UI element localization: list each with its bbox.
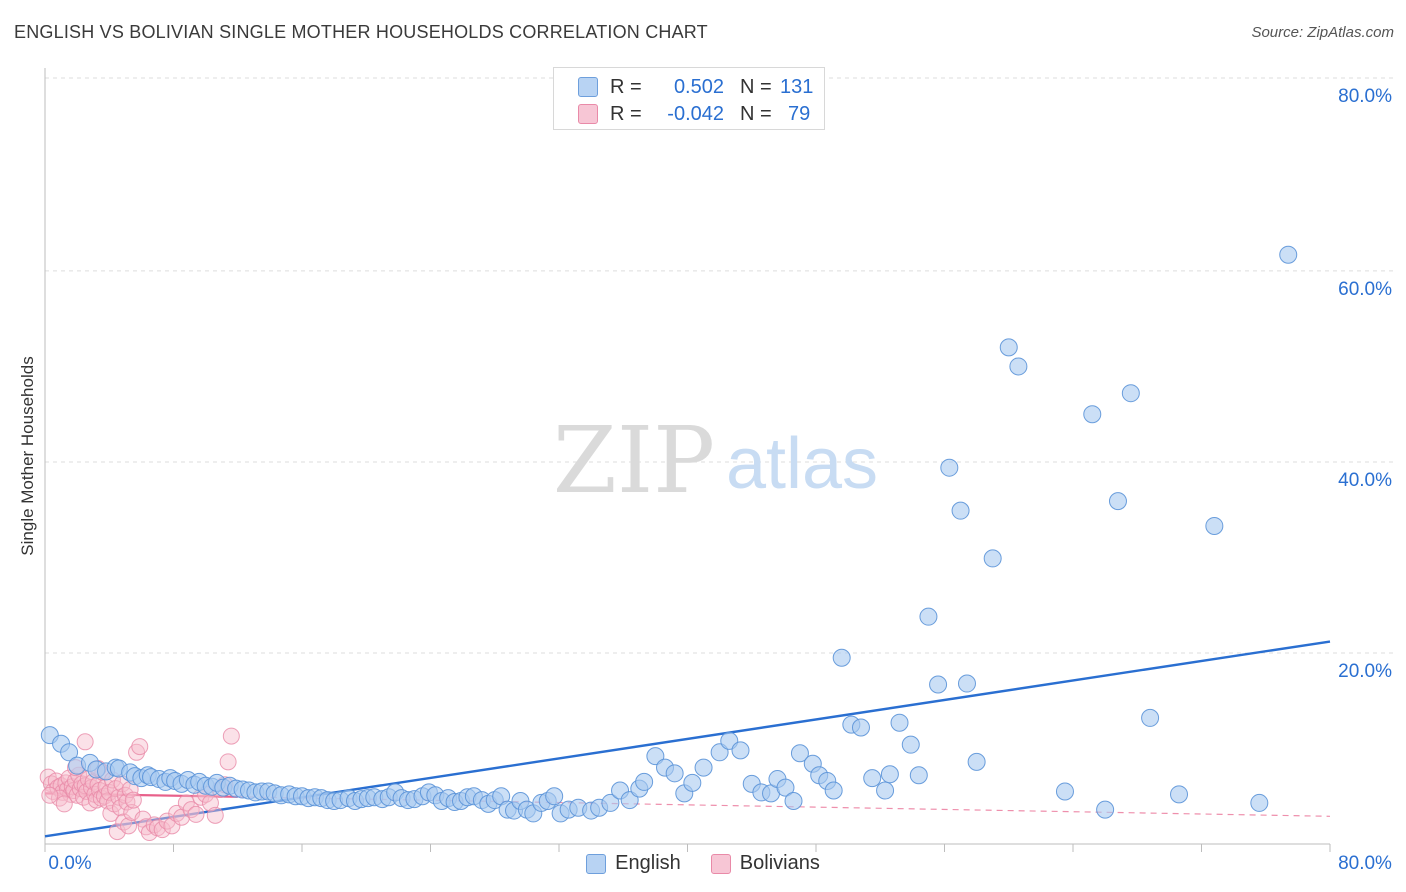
bolivian-point xyxy=(41,786,59,804)
english-point xyxy=(1055,782,1074,801)
english-point xyxy=(694,758,713,777)
english-point xyxy=(776,778,795,797)
english-point xyxy=(601,793,620,812)
bolivian-r-value: -0.042 xyxy=(667,102,724,125)
english-point xyxy=(890,713,909,732)
english-point xyxy=(832,648,851,667)
y-tick-label: 20.0% xyxy=(1338,661,1392,682)
bolivian-point xyxy=(102,804,120,822)
stats-row-bolivians: R = -0.042 N = 79 xyxy=(578,101,810,127)
legend-bolivians-label: Bolivians xyxy=(739,852,820,874)
bolivian-point xyxy=(182,801,200,819)
watermark-atlas: atlas xyxy=(726,424,878,504)
bolivian-point xyxy=(120,817,138,835)
bolivian-point xyxy=(153,821,171,839)
english-point xyxy=(863,769,882,788)
tick-labels: 20.0% 40.0% 60.0% 80.0% 0.0% 80.0% xyxy=(48,86,1392,874)
bolivian-n-label: N = xyxy=(740,102,772,125)
english-point xyxy=(545,787,564,806)
english-r-value: 0.502 xyxy=(673,75,724,98)
source-label[interactable]: Source: ZipAtlas.com xyxy=(1251,24,1394,41)
grid-lines xyxy=(45,77,1395,654)
y-tick-label: 60.0% xyxy=(1338,279,1392,300)
bolivian-points xyxy=(39,727,240,842)
english-point xyxy=(1121,384,1140,403)
english-point xyxy=(957,674,976,693)
english-points xyxy=(40,245,1298,823)
english-r-label: R = xyxy=(610,75,642,98)
english-point xyxy=(1141,708,1160,727)
bolivian-point xyxy=(50,789,68,807)
bolivian-point xyxy=(206,806,224,824)
english-point xyxy=(983,549,1002,568)
english-point xyxy=(1096,800,1115,819)
english-point xyxy=(1279,245,1298,264)
english-point xyxy=(790,744,809,763)
english-point xyxy=(909,766,928,785)
bolivian-n-value: 79 xyxy=(788,102,811,125)
english-point xyxy=(901,735,920,754)
stats-legend: R = 0.502 N = 131 R = -0.042 N = 79 xyxy=(553,67,825,130)
english-point xyxy=(824,781,843,800)
bottom-legend: English Bolivians xyxy=(0,852,1406,875)
english-swatch xyxy=(578,77,598,97)
chart-title: ENGLISH VS BOLIVIAN SINGLE MOTHER HOUSEH… xyxy=(14,22,708,42)
x-tick-label: 0.0% xyxy=(48,853,91,874)
english-point xyxy=(876,781,895,800)
english-point xyxy=(1083,405,1102,424)
english-point xyxy=(1170,785,1189,804)
bolivian-point xyxy=(116,786,134,804)
english-point xyxy=(683,773,702,792)
english-point xyxy=(940,458,959,477)
axes xyxy=(44,68,1331,852)
english-point xyxy=(951,501,970,520)
legend-item-bolivians[interactable]: Bolivians xyxy=(710,852,820,875)
stats-row-english: R = 0.502 N = 131 xyxy=(578,74,813,100)
watermark-zip: ZIP xyxy=(553,407,715,514)
english-trend-line xyxy=(44,640,1331,838)
english-point xyxy=(919,607,938,626)
english-point xyxy=(880,765,899,784)
legend-item-english[interactable]: English xyxy=(586,852,681,875)
bolivian-point xyxy=(145,816,163,834)
bolivian-point xyxy=(55,795,73,813)
english-point xyxy=(967,752,986,771)
y-axis-label: Single Mother Households xyxy=(18,356,37,556)
legend-english-label: English xyxy=(615,852,681,874)
bolivian-point xyxy=(131,738,149,756)
bolivian-point xyxy=(128,743,146,761)
bolivian-point xyxy=(222,727,240,745)
bolivian-point xyxy=(219,753,237,771)
english-n-value: 131 xyxy=(780,75,814,98)
english-point xyxy=(635,772,654,791)
english-point xyxy=(1009,357,1028,376)
x-tick-label: 80.0% xyxy=(1338,853,1392,874)
y-tick-label: 80.0% xyxy=(1338,86,1392,107)
english-point xyxy=(60,743,79,762)
english-point xyxy=(1108,492,1127,511)
legend-english-swatch xyxy=(586,853,607,874)
english-point xyxy=(665,764,684,783)
bolivian-point xyxy=(76,733,94,751)
english-point xyxy=(710,743,729,762)
legend-bolivians-swatch xyxy=(710,853,731,874)
english-point xyxy=(1250,793,1269,812)
bolivian-point xyxy=(124,791,142,809)
english-point xyxy=(929,675,948,694)
english-point xyxy=(784,792,803,811)
english-point xyxy=(731,741,750,760)
y-tick-label: 40.0% xyxy=(1338,470,1392,491)
english-point xyxy=(851,718,870,737)
bolivian-point xyxy=(108,823,126,841)
bolivian-r-label: R = xyxy=(610,102,642,125)
english-point xyxy=(1205,516,1224,535)
english-point xyxy=(620,791,639,810)
english-n-label: N = xyxy=(740,75,772,98)
bolivian-point xyxy=(187,805,205,823)
english-point xyxy=(999,338,1018,357)
english-point xyxy=(646,747,665,766)
bolivian-swatch xyxy=(578,104,598,124)
